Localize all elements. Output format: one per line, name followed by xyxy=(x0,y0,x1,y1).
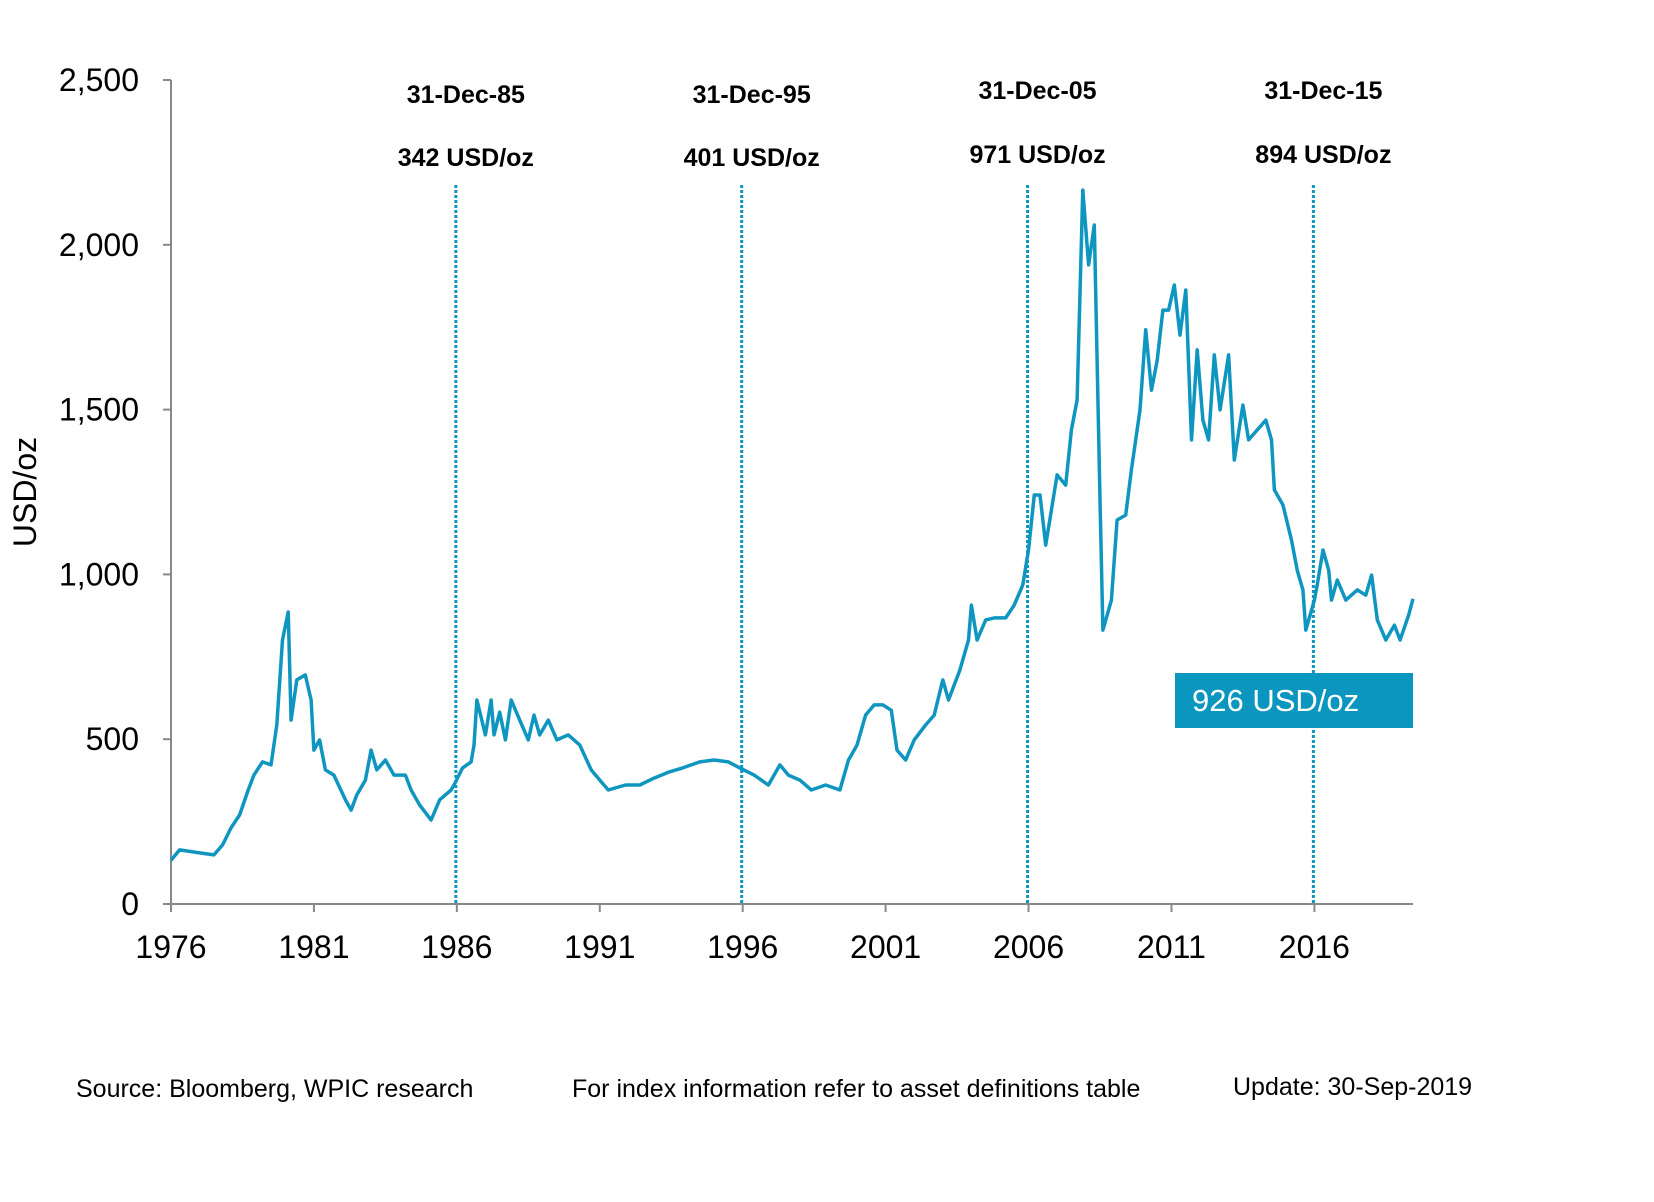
x-tick-label: 2006 xyxy=(993,929,1064,965)
x-tick-label: 1991 xyxy=(564,929,635,965)
x-tick-label: 1996 xyxy=(707,929,778,965)
marker-date: 31-Dec-05 xyxy=(978,77,1096,105)
y-tick-label: 1,500 xyxy=(59,392,139,428)
index-info-note: For index information refer to asset def… xyxy=(572,1075,1141,1103)
series-line xyxy=(169,188,1415,862)
latest-price-callout: 926 USD/oz xyxy=(1175,673,1413,728)
x-tick-label: 1976 xyxy=(135,929,206,965)
source-note: Source: Bloomberg, WPIC research xyxy=(76,1075,474,1103)
marker-date: 31-Dec-85 xyxy=(407,81,525,109)
x-tick-label: 1981 xyxy=(278,929,349,965)
marker-value: 971 USD/oz xyxy=(969,141,1105,169)
y-tick-label: 0 xyxy=(121,886,139,922)
date-markers: 31-Dec-85 342 USD/oz 31-Dec-95 401 USD/oz 31… xyxy=(398,77,1391,904)
y-tick-label: 1,000 xyxy=(59,556,139,592)
y-tick-label: 2,500 xyxy=(59,62,139,98)
x-tick-label: 1986 xyxy=(421,929,492,965)
marker-date: 31-Dec-15 xyxy=(1264,77,1382,105)
marker-value: 894 USD/oz xyxy=(1255,141,1391,169)
y-axis: 0 500 1,000 1,500 2,000 2,500 xyxy=(59,62,172,922)
x-axis: 1976 1981 1986 1991 1996 2001 2006 2011 2016 xyxy=(135,903,1413,965)
marker-date: 31-Dec-95 xyxy=(693,81,811,109)
marker-value: 342 USD/oz xyxy=(398,144,534,172)
y-tick-label: 500 xyxy=(86,721,139,757)
y-tick-label: 2,000 xyxy=(59,227,139,263)
x-tick-label: 2011 xyxy=(1137,929,1206,965)
x-tick-label: 2016 xyxy=(1279,929,1350,965)
y-axis-label: USD/oz xyxy=(7,437,43,547)
x-tick-label: 2001 xyxy=(850,929,921,965)
marker-value: 401 USD/oz xyxy=(684,144,820,172)
update-date: Update: 30-Sep-2019 xyxy=(1233,1073,1473,1101)
